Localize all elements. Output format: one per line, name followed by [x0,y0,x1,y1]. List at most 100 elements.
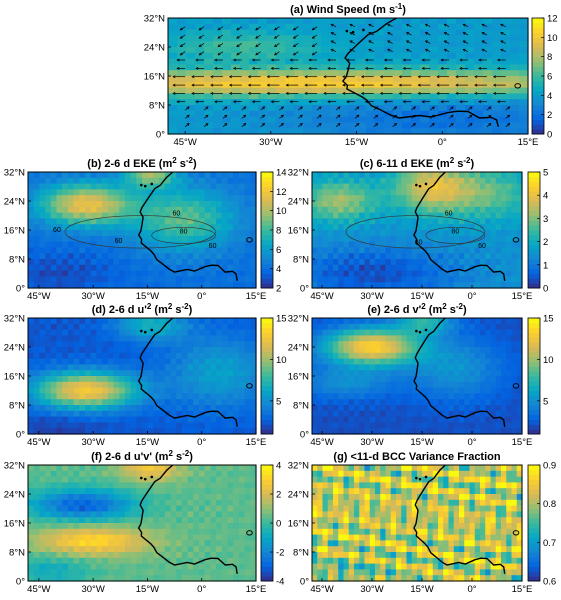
heat-cell [506,241,513,248]
heat-cell [453,218,460,225]
heat-cell [480,329,486,336]
heat-cell [107,282,115,289]
heat-cell [142,323,149,331]
heat-cell [130,241,137,248]
heat-cell [519,87,529,94]
heat-cell [427,282,434,289]
heat-cell [90,428,97,435]
heat-cell [464,352,471,360]
heat-cell [45,341,52,348]
heat-cell [119,264,126,272]
heat-cell [438,93,448,100]
heat-cell [249,35,259,42]
heat-cell [193,218,200,225]
heat-cell [96,352,103,360]
wind-vector [425,48,431,53]
heat-cell [50,416,58,423]
heat-cell [406,323,413,331]
heat-cell [401,270,408,277]
heat-cell [56,393,63,400]
heat-cell [50,235,58,243]
heat-cell [195,35,205,42]
heat-cell [330,87,340,94]
heat-cell [474,241,481,248]
heat-cell [62,177,69,185]
heat-cell [238,422,246,429]
heat-cell [495,206,502,214]
heat-cell [119,341,126,348]
heat-cell [459,201,465,208]
heat-cell [390,218,397,225]
heat-cell [222,128,232,135]
heat-cell [195,76,205,83]
colorbar-swatch [528,259,540,265]
heat-cell [210,393,217,400]
heat-cell [339,99,349,106]
heat-cell [427,352,434,360]
wind-vector-head [356,114,360,118]
heat-cell [193,276,200,283]
heat-cell [28,235,35,243]
heat-cell [195,105,205,112]
heat-cell [359,335,366,342]
colorbar-tick-label: 0 [543,284,548,295]
heat-cell [359,405,366,412]
heat-cell [317,264,324,272]
wind-vector-head [323,91,327,95]
heat-cell [233,230,240,237]
heat-cell [429,47,439,54]
heat-cell [495,387,502,394]
heat-cell [385,405,392,412]
heat-cell [193,335,200,342]
heat-cell [67,270,75,277]
heat-cell [193,399,200,406]
x-tick-label: 45°W [27,291,50,302]
heat-cell [483,52,493,60]
heat-cell [240,99,250,106]
heat-cell [375,352,381,360]
heat-cell [124,428,132,435]
heat-cell [501,206,507,214]
heat-cell [67,470,75,478]
heat-cell [181,370,189,377]
heat-cell [317,399,324,406]
heat-cell [343,259,350,266]
heat-cell [432,172,439,179]
heat-cell [124,358,132,365]
heat-cell [303,70,313,77]
heat-cell [153,416,160,423]
heat-cell [258,99,268,106]
heat-cell [164,352,172,360]
heat-cell [443,387,450,394]
heat-cell [417,230,423,237]
heat-cell [181,335,189,342]
heat-cell [474,70,484,77]
heat-cell [495,352,502,360]
heat-cell [480,201,486,208]
heat-cell [62,499,69,507]
heat-cell [62,552,69,559]
heat-cell [417,172,423,179]
heat-cell [516,358,523,365]
heat-cell [96,370,103,377]
wind-vector-head [436,91,440,95]
heat-cell [258,29,268,36]
heat-cell [28,557,35,565]
heat-cell [359,241,366,248]
colorbar-tick-label: 12 [547,14,558,25]
heat-cell [369,247,376,254]
heat-cell [519,18,529,25]
heat-cell [96,224,103,231]
heat-cell [338,364,345,371]
heat-cell [338,329,345,336]
heat-cell [459,387,465,394]
heat-cell [238,206,246,214]
wind-vector-head [507,114,511,118]
heat-cell [480,405,486,412]
heat-cell [474,347,481,354]
wind-vector-head [443,48,447,52]
heat-cell [443,318,450,325]
heat-cell [107,370,115,377]
wind-vector [368,40,374,44]
heat-cell [348,358,355,365]
